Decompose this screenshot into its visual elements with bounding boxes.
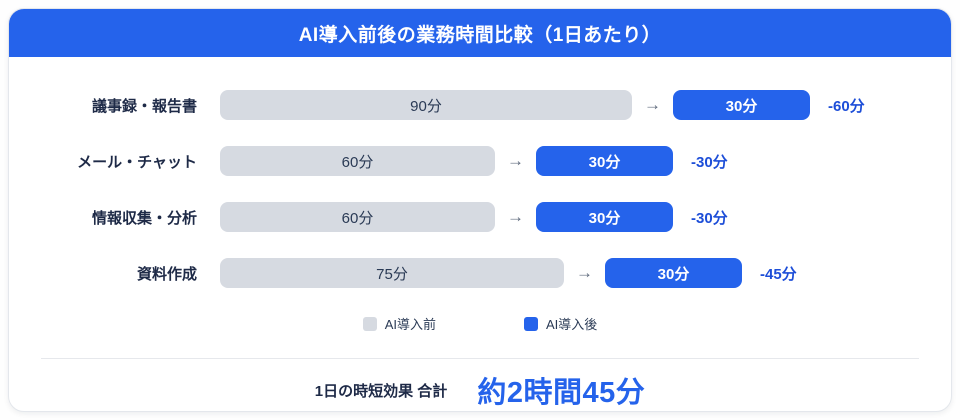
category-label: 情報収集・分析 — [91, 209, 197, 227]
legend-label-before: AI導入前 — [384, 317, 436, 332]
bar-before: 75分 — [220, 258, 564, 288]
card-header: AI導入前後の業務時間比較（1日あたり） — [9, 9, 951, 57]
bar-before: 90分 — [220, 90, 632, 120]
chart-rows: 議事録・報告書 90分 → 30分 -60分 メール・チャット 60分 → 30分 -30分 情報収… — [9, 57, 951, 301]
legend-swatch-before-icon — [362, 316, 377, 331]
bar-after: 30分 — [605, 258, 742, 288]
chart-row: 議事録・報告書 90分 → 30分 -60分 — [9, 77, 951, 133]
bar-before: 60分 — [220, 146, 495, 176]
chart-row: メール・チャット 60分 → 30分 -30分 — [9, 133, 951, 189]
chart-row: 情報収集・分析 60分 → 30分 -30分 — [9, 189, 951, 245]
bar-after: 30分 — [536, 146, 673, 176]
legend-item-before: AI導入前 — [362, 314, 436, 333]
arrow-icon: → — [507, 207, 524, 226]
category-label: 資料作成 — [136, 265, 197, 283]
arrow-icon: → — [644, 95, 661, 114]
delta-label: -45分 — [760, 265, 797, 283]
summary-total: 約2時間45分 — [477, 377, 646, 409]
bar-after: 30分 — [673, 90, 810, 120]
summary-footer: 1日の時短効果 合計 約2時間45分 — [9, 359, 951, 411]
page-title: AI導入前後の業務時間比較（1日あたり） — [298, 24, 662, 46]
bar-after: 30分 — [536, 202, 673, 232]
legend-label-after: AI導入後 — [546, 317, 598, 332]
category-label: メール・チャット — [77, 153, 197, 171]
divider — [41, 358, 919, 359]
chart-legend: AI導入前 AI導入後 — [9, 314, 951, 333]
summary-label: 1日の時短効果 合計 — [314, 382, 448, 400]
delta-label: -60分 — [828, 97, 865, 115]
delta-label: -30分 — [691, 209, 728, 227]
legend-item-after: AI導入後 — [524, 314, 597, 333]
delta-label: -30分 — [691, 153, 728, 171]
arrow-icon: → — [576, 263, 593, 282]
bar-before: 60分 — [220, 202, 495, 232]
category-label: 議事録・報告書 — [91, 97, 197, 115]
chart-row: 資料作成 75分 → 30分 -45分 — [9, 245, 951, 301]
arrow-icon: → — [507, 151, 524, 170]
comparison-card: AI導入前後の業務時間比較（1日あたり） 議事録・報告書 90分 → 30分 -60分メ… — [8, 8, 952, 412]
legend-swatch-after-icon — [524, 316, 538, 331]
